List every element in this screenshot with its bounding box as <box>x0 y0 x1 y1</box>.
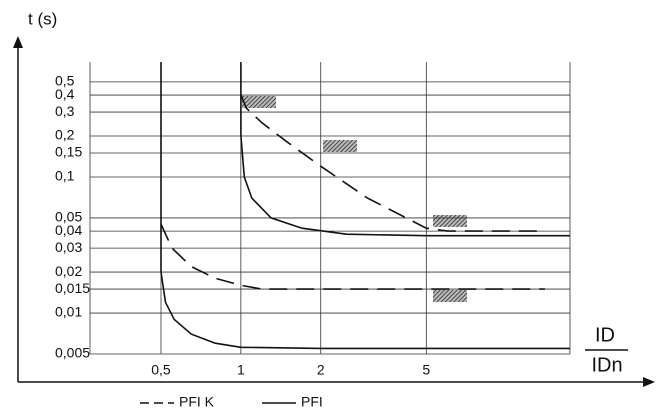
x-tick-label: 1 <box>237 362 245 378</box>
y-tick-label: 0,4 <box>55 86 75 102</box>
y-tick-label: 0,03 <box>55 239 82 255</box>
y-tick-label: 0,005 <box>55 345 90 361</box>
y-tick-label: 0,2 <box>55 127 75 143</box>
y-tick-label: 0,01 <box>55 304 82 320</box>
tolerance-marks <box>242 96 467 302</box>
y-tick-label: 0,02 <box>55 263 82 279</box>
x-tick-label: 5 <box>422 362 430 378</box>
x-tick-label: 0,5 <box>151 362 171 378</box>
y-tick-label: 0,04 <box>55 222 82 238</box>
legend-label: PFI K <box>179 394 215 410</box>
x-axis-label: IDn <box>591 354 622 376</box>
y-axis-label: t (s) <box>28 9 57 28</box>
x-arrow <box>643 377 655 387</box>
y-tick-label: 0,5 <box>55 73 75 89</box>
tolerance-mark <box>242 96 276 108</box>
y-tick-label: 0,15 <box>55 144 82 160</box>
tolerance-mark <box>323 140 357 152</box>
y-arrow <box>13 36 23 48</box>
curve <box>240 62 570 237</box>
curve <box>160 62 570 350</box>
x-axis-label: ID <box>595 324 615 346</box>
tolerance-mark <box>433 290 467 302</box>
curve <box>240 94 545 232</box>
y-tick-label: 0,3 <box>55 103 75 119</box>
y-tick-label: 0,1 <box>55 168 75 184</box>
curve <box>160 223 545 290</box>
legend-label: PFI <box>301 394 323 410</box>
y-tick-label: 0,05 <box>55 209 82 225</box>
y-tick-label: 0,015 <box>55 280 90 296</box>
x-tick-label: 2 <box>317 362 325 378</box>
tolerance-mark <box>433 215 467 227</box>
